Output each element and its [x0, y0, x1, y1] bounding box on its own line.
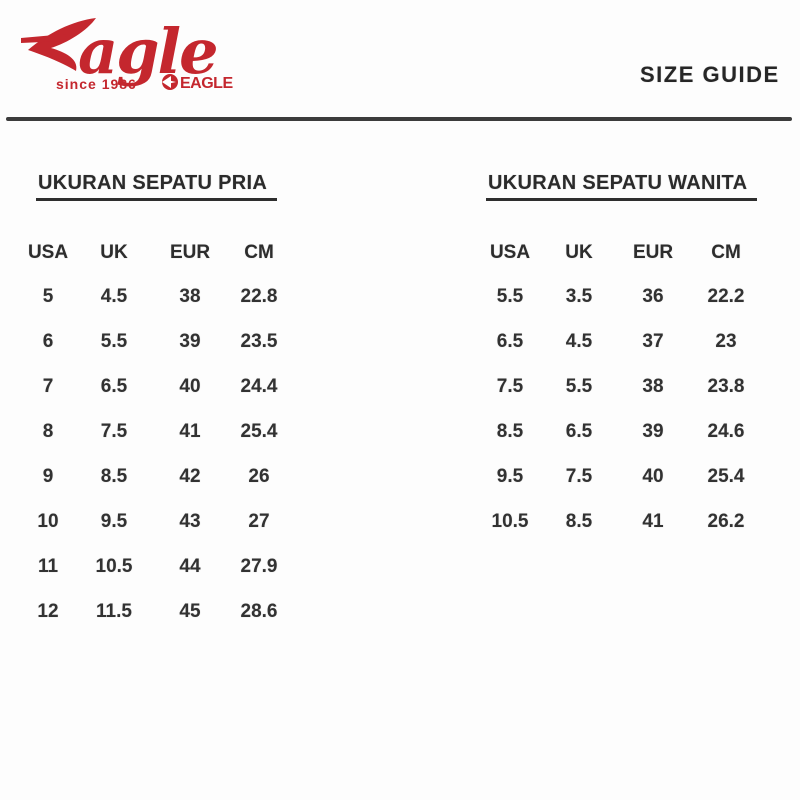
size-cell: 23.8	[707, 375, 745, 397]
eagle-beak-icon	[21, 34, 66, 43]
size-table-pria: UKURAN SEPATU PRIA USA UK EUR CM 5 4.5 38 22.8…	[24, 172, 294, 634]
size-cell: 4.5	[565, 330, 593, 352]
logo-since-text: since 1986	[56, 76, 137, 92]
eagle-swoosh-icon	[28, 18, 96, 71]
size-cell: 7.5	[496, 375, 524, 397]
column-header: CM	[244, 242, 274, 263]
size-cell: 43	[179, 510, 201, 532]
size-cell: 8.5	[100, 465, 128, 487]
size-cell: 9	[42, 465, 54, 487]
eagle-head-icon	[162, 74, 178, 90]
table-title-wanita: UKURAN SEPATU WANITA	[486, 172, 758, 201]
size-rows-wanita: 5.5 3.5 36 22.2 6.5 4.5 37 23 7.5 5.5 38 23.8 8.5 6.5…	[482, 274, 766, 544]
size-cell: 26	[248, 465, 270, 487]
eagle-logo: agle since 1986 EAGLE	[18, 4, 236, 100]
size-cell: 7.5	[565, 465, 593, 487]
size-cell: 5.5	[565, 375, 593, 397]
size-cell: 25.4	[707, 465, 745, 487]
size-cell: 6	[42, 330, 54, 352]
size-cell: 27	[248, 510, 270, 532]
size-cell: 26.2	[707, 510, 745, 532]
eagle-logo-svg: agle since 1986 EAGLE	[21, 15, 234, 92]
size-cell: 24.4	[240, 375, 278, 397]
table-title-pria: UKURAN SEPATU PRIA	[36, 172, 278, 201]
size-cell: 28.6	[240, 600, 278, 622]
column-header: UK	[565, 242, 593, 263]
size-cell: 23.5	[240, 330, 278, 352]
size-rows-pria: 5 4.5 38 22.8 6 5.5 39 23.5 7 6.5 40 24.4 8 7.5 41 25.4…	[24, 274, 294, 634]
column-header: UK	[100, 242, 128, 263]
size-cell: 4.5	[100, 285, 128, 307]
size-cell: 37	[642, 330, 664, 352]
size-cell: 24.6	[707, 420, 745, 442]
size-cell: 38	[642, 375, 664, 397]
size-cell: 11.5	[96, 600, 132, 622]
size-cell: 39	[642, 420, 664, 442]
size-cell: 5	[42, 285, 54, 307]
brand-wordmark: agle	[78, 15, 217, 88]
column-header: EUR	[169, 242, 211, 263]
column-header-row: USA UK EUR CM	[24, 242, 294, 264]
size-cell: 5.5	[100, 330, 128, 352]
size-cell: 42	[179, 465, 201, 487]
size-cell: 45	[179, 600, 201, 622]
column-header: USA	[489, 242, 531, 263]
size-cell: 41	[179, 420, 201, 442]
size-cell: 22.8	[240, 285, 278, 307]
size-cell: 8.5	[565, 510, 593, 532]
page-title: SIZE GUIDE	[640, 62, 780, 87]
size-cell: 36	[642, 285, 664, 307]
size-cell: 12	[37, 600, 59, 622]
size-cell: 10.5	[491, 510, 529, 532]
size-cell: 27.9	[240, 555, 278, 577]
size-table-wanita: UKURAN SEPATU WANITA USA UK EUR CM 5.5 3.5 36…	[482, 172, 766, 544]
size-cell: 7.5	[100, 420, 128, 442]
size-cell: 10.5	[95, 555, 133, 577]
size-cell: 9.5	[100, 510, 128, 532]
header-divider	[6, 117, 792, 121]
size-cell: 6.5	[100, 375, 128, 397]
size-cell: 3.5	[565, 285, 593, 307]
logo-submark-text: EAGLE	[180, 75, 233, 92]
size-cell: 7	[42, 375, 54, 397]
column-header: USA	[27, 242, 69, 263]
size-cell: 23	[715, 330, 737, 352]
size-cell: 6.5	[565, 420, 593, 442]
size-cell: 40	[179, 375, 201, 397]
size-cell: 6.5	[496, 330, 524, 352]
size-cell: 39	[179, 330, 201, 352]
size-cell: 9.5	[496, 465, 524, 487]
size-cell: 25.4	[240, 420, 278, 442]
column-header-row: USA UK EUR CM	[482, 242, 766, 264]
size-cell: 41	[642, 510, 664, 532]
column-header: EUR	[632, 242, 674, 263]
size-cell: 10	[37, 510, 59, 532]
size-cell: 5.5	[496, 285, 524, 307]
size-cell: 8.5	[496, 420, 524, 442]
size-cell: 11	[37, 555, 59, 577]
size-cell: 8	[42, 420, 54, 442]
size-cell: 40	[642, 465, 664, 487]
size-cell: 38	[179, 285, 201, 307]
column-header: CM	[711, 242, 741, 263]
size-cell: 44	[179, 555, 201, 577]
size-cell: 22.2	[707, 285, 745, 307]
